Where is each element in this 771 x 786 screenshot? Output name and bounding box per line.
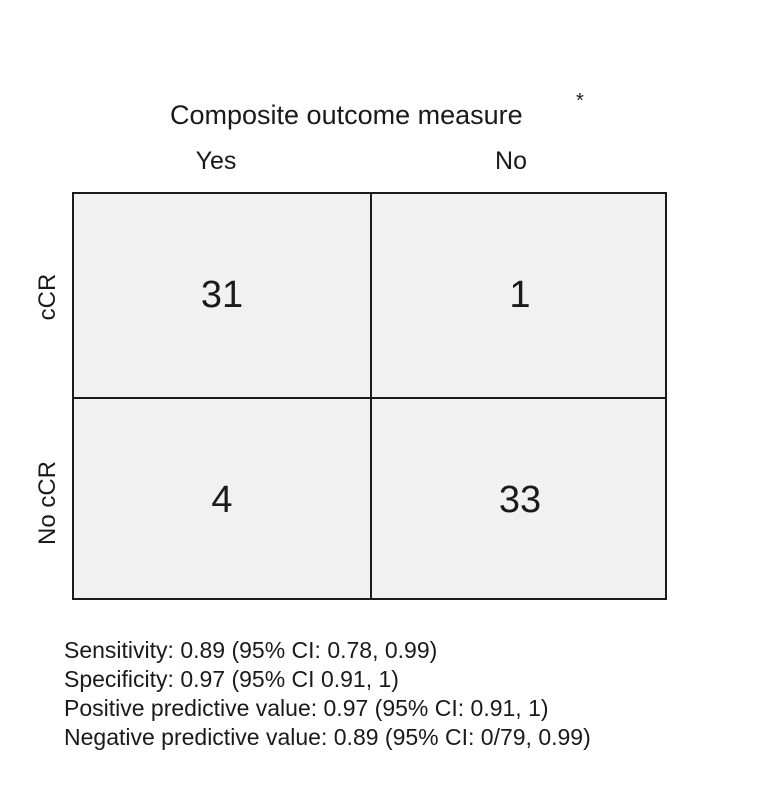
statistics-block: Sensitivity: 0.89 (95% CI: 0.78, 0.99) S… bbox=[64, 636, 591, 752]
cell-no-ccr-no: 33 bbox=[498, 478, 542, 521]
stat-negative-predictive-value: Negative predictive value: 0.89 (95% CI:… bbox=[64, 724, 591, 750]
stat-positive-predictive-value: Positive predictive value: 0.97 (95% CI:… bbox=[64, 695, 549, 721]
column-label-no: No bbox=[495, 147, 527, 175]
cell-ccr-yes: 31 bbox=[200, 273, 244, 316]
cell-no-ccr-yes: 4 bbox=[211, 478, 233, 521]
confusion-matrix: 31 1 4 33 bbox=[72, 192, 667, 600]
row-label-no-ccr: No cCR bbox=[34, 461, 61, 546]
row-label-ccr: cCR bbox=[34, 273, 61, 321]
column-label-yes: Yes bbox=[195, 147, 237, 175]
matrix-horizontal-divider bbox=[74, 397, 665, 399]
stat-specificity: Specificity: 0.97 (95% CI 0.91, 1) bbox=[64, 666, 399, 692]
title-footnote-marker: * bbox=[576, 90, 584, 112]
cell-ccr-no: 1 bbox=[509, 273, 531, 316]
diagram-title: Composite outcome measure bbox=[170, 100, 523, 130]
matrix-vertical-divider bbox=[370, 194, 372, 598]
stat-sensitivity: Sensitivity: 0.89 (95% CI: 0.78, 0.99) bbox=[64, 637, 438, 663]
